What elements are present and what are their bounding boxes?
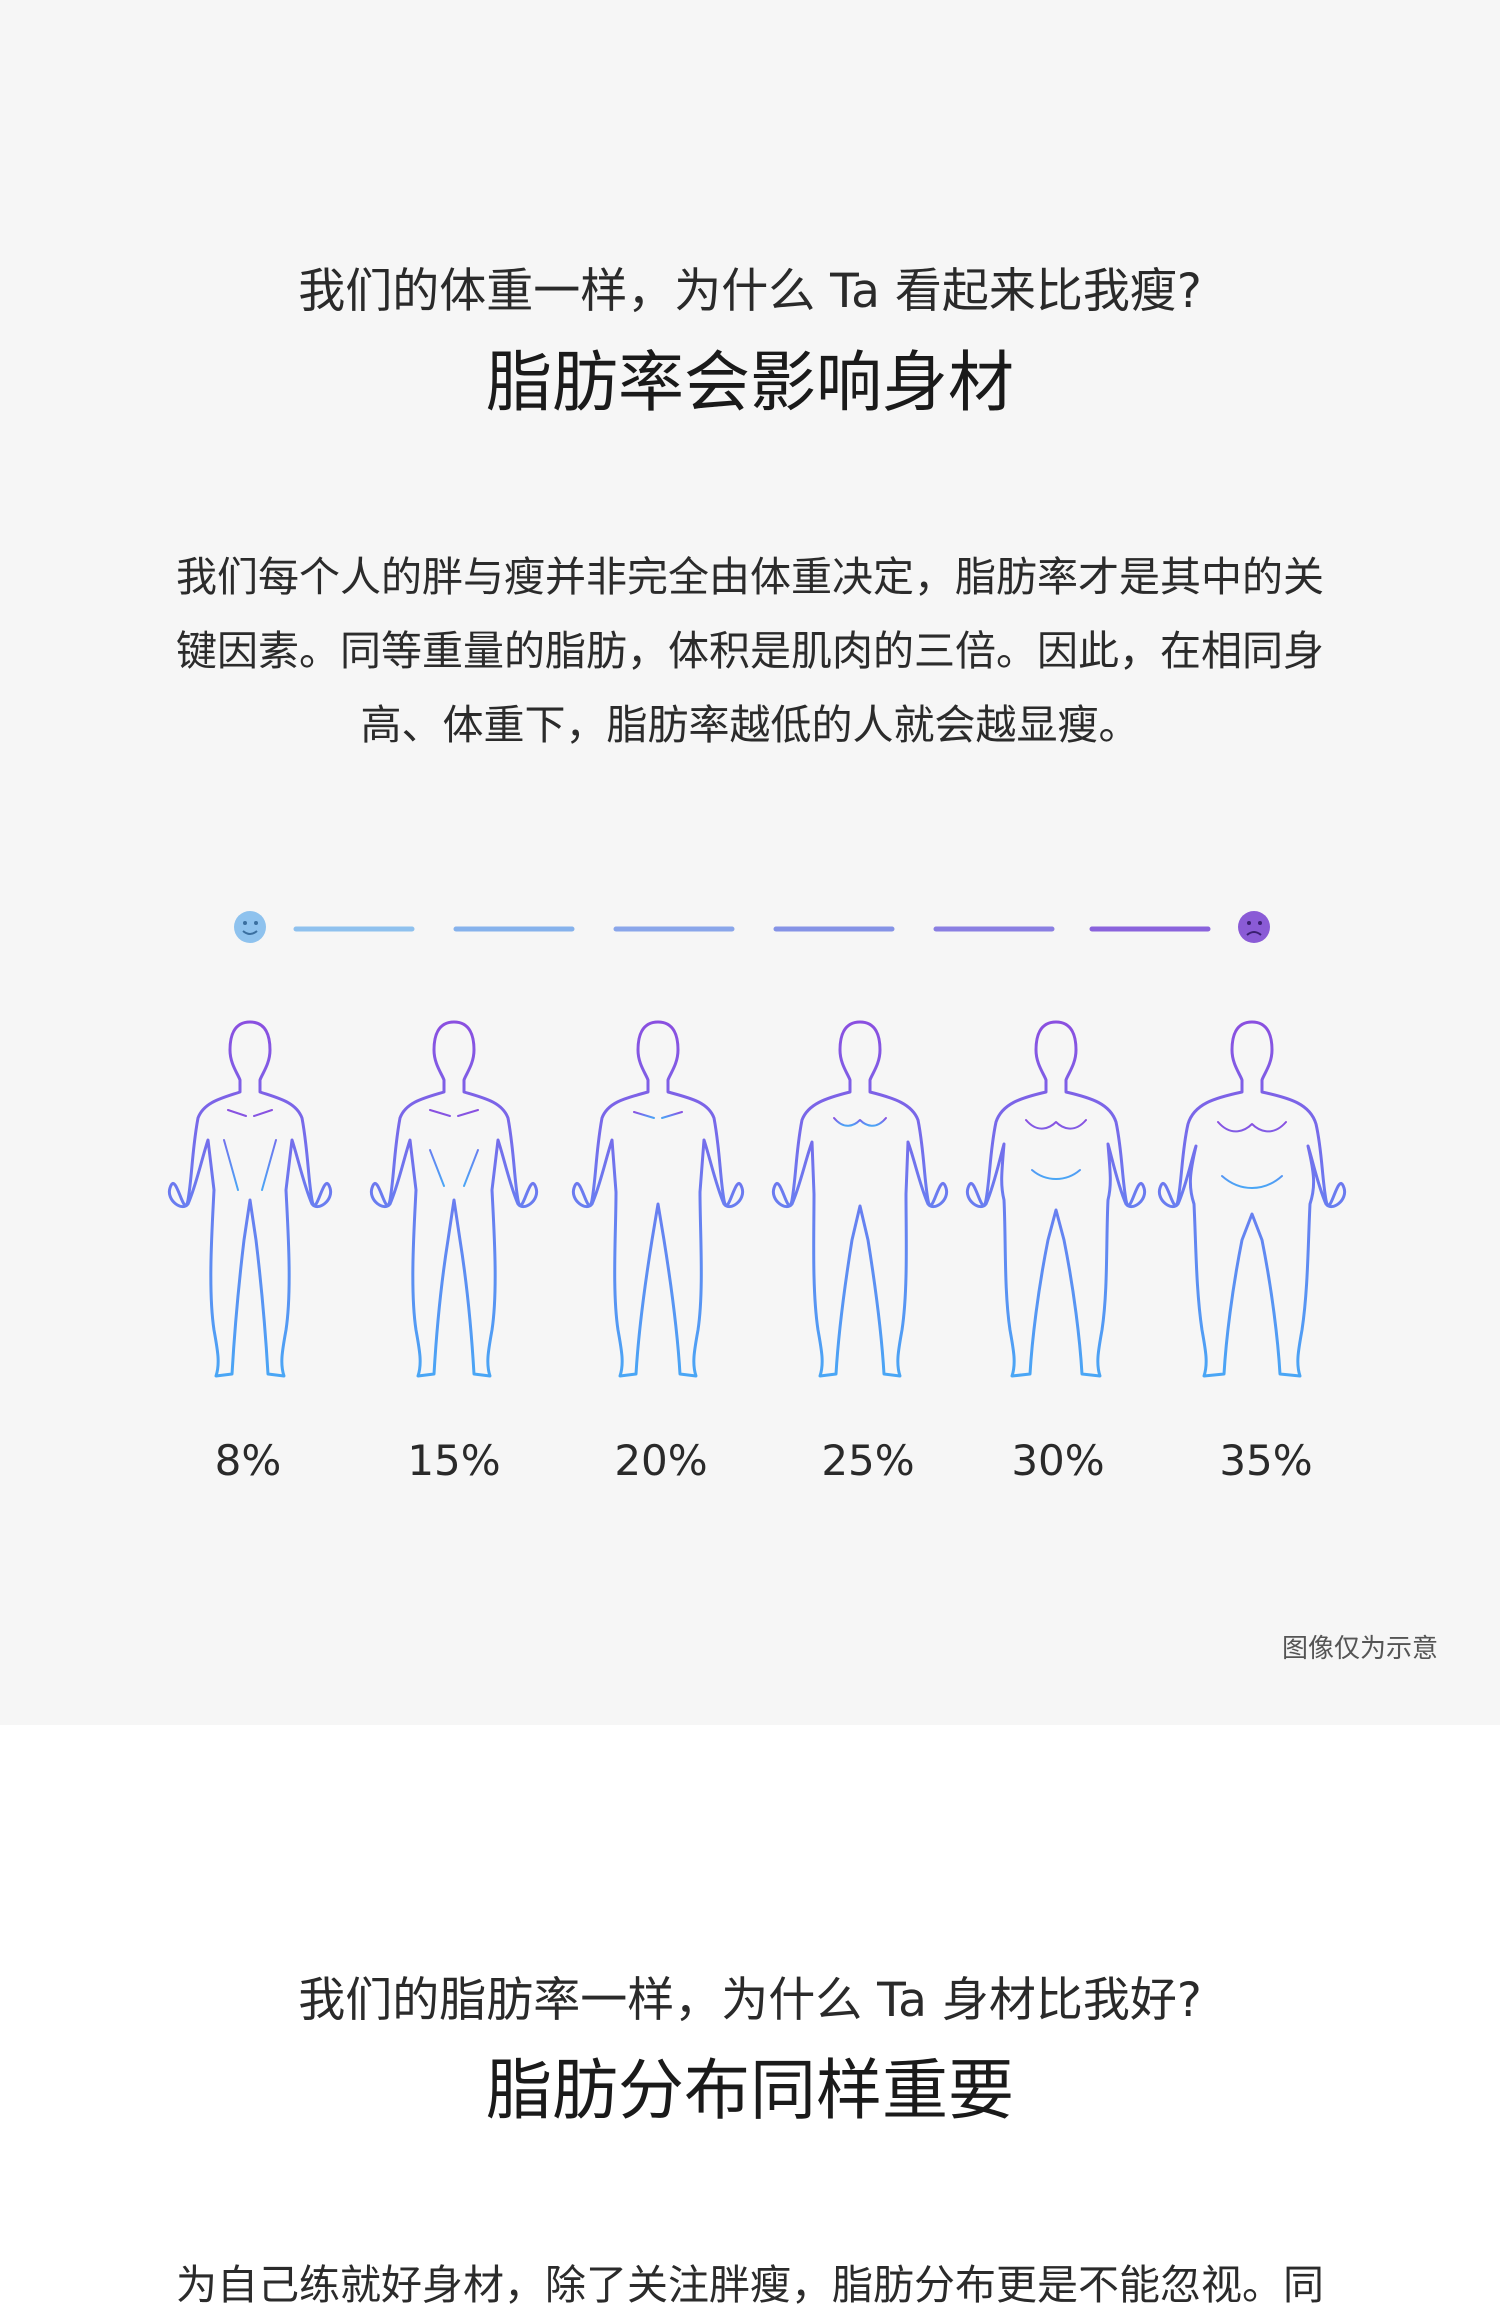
smile-face-icon [234, 911, 266, 943]
paragraph-line: 我们每个人的胖与瘦并非完全由体重决定，脂肪率才是其中的关 [176, 553, 1324, 601]
section1-title: 脂肪率会影响身材 [486, 344, 1014, 421]
body-figure-30 [965, 1020, 1147, 1378]
body-fat-illustration [167, 911, 1347, 1378]
fat-distribution-section [0, 1725, 1500, 2322]
section1-paragraph: 我们每个人的胖与瘦并非完全由体重决定，脂肪率才是其中的关 键因素。同等重量的脂肪… [0, 540, 1500, 762]
body-figure-35 [1157, 1020, 1347, 1378]
body-figure-25 [771, 1020, 949, 1378]
paragraph-line: 键因素。同等重量的脂肪，体积是肌肉的三倍。因此，在相同身 [176, 627, 1324, 675]
body-figure-20 [571, 1020, 745, 1378]
body-fat-label: 20% [614, 1436, 708, 1485]
frown-face-icon [1238, 911, 1270, 943]
section2-title: 脂肪分布同样重要 [486, 2052, 1014, 2129]
paragraph-line: 高、体重下，脂肪率越低的人就会越显瘦。 [360, 701, 1140, 749]
fat-rate-section [0, 0, 1500, 1725]
body-fat-label: 8% [214, 1436, 282, 1485]
body-fat-label: 35% [1219, 1436, 1313, 1485]
section2-paragraph: 为自己练就好身材，除了关注胖瘦，脂肪分布更是不能忽视。同 [0, 2248, 1500, 2322]
body-figure-15 [369, 1020, 539, 1378]
section1-subtitle: 我们的体重一样，为什么 Ta 看起来比我瘦? [298, 264, 1202, 319]
paragraph-line: 为自己练就好身材，除了关注胖瘦，脂肪分布更是不能忽视。同 [176, 2261, 1324, 2309]
body-fat-label: 15% [407, 1436, 501, 1485]
section2-subtitle: 我们的脂肪率一样，为什么 Ta 身材比我好? [298, 1973, 1202, 2028]
body-fat-label: 30% [1011, 1436, 1105, 1485]
body-fat-label: 25% [821, 1436, 915, 1485]
body-figure-8 [167, 1020, 333, 1378]
illustration-note: 图像仅为示意 [1281, 1634, 1438, 1664]
